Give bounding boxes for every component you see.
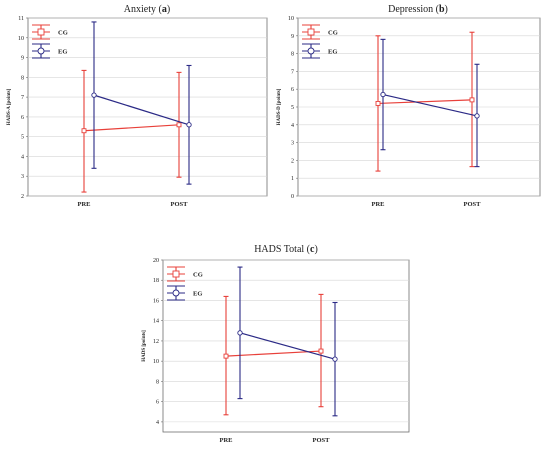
y-tick-label: 3 <box>21 174 24 180</box>
eg-data-point <box>380 91 386 98</box>
y-tick-label: 4 <box>156 420 159 426</box>
eg-data-point <box>474 113 480 119</box>
chart-panel-anxiety: 2 3 4 5 6 7 8 9 10 11 PRE POST HADS-A [points] Anxiet… <box>7 4 268 208</box>
y-tick-label: 6 <box>291 87 294 93</box>
eg-legend-label: EG <box>328 49 337 56</box>
eg-series-line <box>382 93 478 117</box>
y-tick-label: 2 <box>21 194 24 200</box>
y-tick-label: 9 <box>291 34 294 40</box>
eg-legend-marker <box>37 47 45 55</box>
y-tick-label: 1 <box>291 176 294 182</box>
eg-legend-marker <box>172 289 180 297</box>
eg-data-point <box>91 92 97 98</box>
cg-series-line <box>225 350 322 357</box>
y-tick-label: 4 <box>21 154 24 160</box>
y-tick-label: 7 <box>21 95 24 101</box>
title-close: ) <box>167 4 170 15</box>
y-tick-label: 10 <box>288 16 294 22</box>
x-tick-label: PRE <box>78 201 91 208</box>
y-tick-label: 18 <box>153 278 159 284</box>
title-close: ) <box>445 4 448 15</box>
y-axis-label: HADS-D [points] <box>277 88 282 125</box>
cg-legend-marker <box>307 28 315 36</box>
x-tick-label: POST <box>171 201 189 208</box>
x-tick-label: POST <box>464 201 482 208</box>
y-tick-label: 8 <box>291 52 294 58</box>
eg-series-line <box>93 94 190 126</box>
cg-legend-label: CG <box>193 272 203 279</box>
y-tick-label: 5 <box>21 135 24 141</box>
y-tick-label: 8 <box>21 75 24 81</box>
y-tick-label: 7 <box>291 69 294 75</box>
y-tick-label: 16 <box>153 298 159 304</box>
cg-data-point <box>375 100 381 106</box>
x-tick-label: PRE <box>220 437 233 444</box>
y-axis-label: HADS-A [points] <box>7 88 12 125</box>
y-tick-label: 20 <box>153 258 159 264</box>
chart-title: Anxiety (a) <box>124 4 170 15</box>
y-tick-label: 5 <box>291 105 294 111</box>
chart-title: Depression (b) <box>388 4 448 15</box>
plot-area <box>27 17 268 197</box>
y-tick-label: 11 <box>18 16 24 22</box>
cg-legend-marker <box>37 28 45 36</box>
eg-legend-label: EG <box>193 291 202 298</box>
cg-data-point <box>318 348 324 354</box>
y-tick-label: 0 <box>291 194 294 200</box>
title-text: HADS Total ( <box>254 244 310 255</box>
cg-legend-marker <box>172 270 180 278</box>
cg-series-line <box>377 99 473 105</box>
y-tick-label: 6 <box>156 400 159 406</box>
title-letter: a <box>162 4 167 15</box>
cg-data-point <box>223 353 229 359</box>
title-text: Anxiety ( <box>124 4 163 15</box>
y-tick-label: 8 <box>156 379 159 385</box>
x-tick-label: POST <box>313 437 331 444</box>
y-tick-label: 14 <box>153 319 159 325</box>
eg-series-line <box>239 332 336 360</box>
y-tick-label: 9 <box>21 56 24 62</box>
cg-series-line <box>83 124 180 132</box>
chart-panel-hads-total: 4 6 8 10 12 14 16 18 20 PRE POST HADS [points] HADS … <box>142 244 410 444</box>
title-close: ) <box>314 244 317 255</box>
y-tick-label: 3 <box>291 141 294 147</box>
eg-data-point <box>237 330 243 336</box>
chart-panel-depression: 0 1 2 3 4 5 6 7 8 9 10 PRE POST HADS-D [points] Depres… <box>277 4 541 208</box>
title-letter: b <box>439 4 445 15</box>
eg-legend-label: EG <box>58 49 67 56</box>
chart-title: HADS Total (c) <box>254 244 318 255</box>
x-tick-label: PRE <box>372 201 385 208</box>
cg-legend-label: CG <box>328 30 338 37</box>
y-tick-label: 10 <box>18 36 24 42</box>
cg-legend-label: CG <box>58 30 68 37</box>
eg-data-point <box>332 356 338 362</box>
y-tick-label: 6 <box>21 115 24 121</box>
y-tick-label: 12 <box>153 339 159 345</box>
y-tick-label: 2 <box>291 158 294 164</box>
eg-legend-marker <box>307 47 315 55</box>
title-letter: c <box>310 244 315 255</box>
cg-data-point <box>469 97 475 103</box>
cg-data-point <box>176 122 182 128</box>
cg-data-point <box>81 128 87 134</box>
y-tick-label: 4 <box>291 123 294 129</box>
y-axis-label: HADS [points] <box>142 330 147 362</box>
y-tick-label: 10 <box>153 359 159 365</box>
title-text: Depression ( <box>388 4 439 15</box>
eg-data-point <box>186 122 192 128</box>
